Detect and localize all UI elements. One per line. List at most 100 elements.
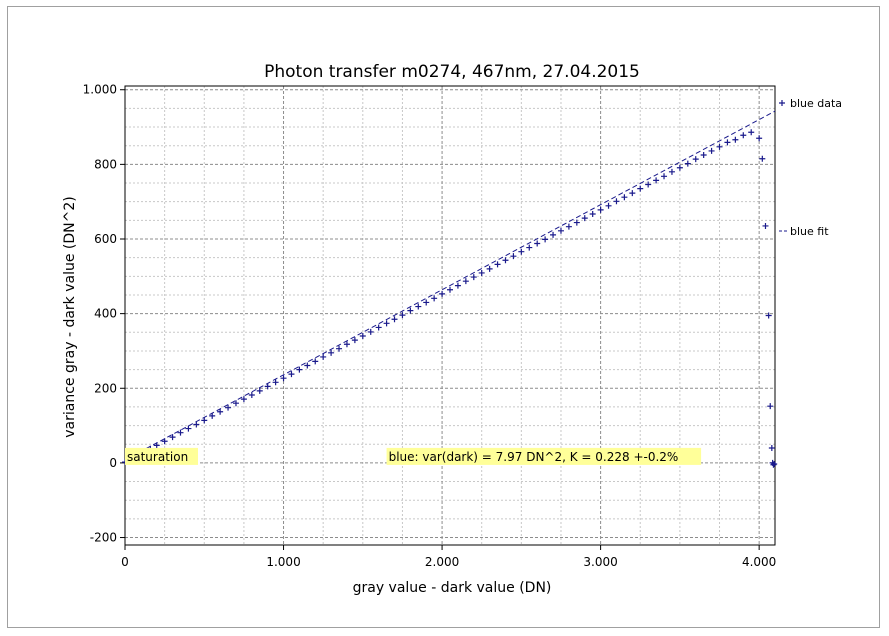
data-point [209, 412, 216, 419]
plot-area-border [124, 85, 776, 546]
data-point [336, 345, 343, 352]
data-point [296, 366, 303, 373]
legend-label: blue fit [790, 225, 829, 238]
data-point [153, 442, 160, 449]
data-point [597, 206, 604, 213]
data-point [415, 303, 422, 310]
data-point [767, 403, 774, 410]
annotation-background [386, 447, 702, 465]
data-point [312, 358, 319, 365]
data-point [320, 353, 327, 360]
data-point [748, 129, 755, 136]
data-point [201, 417, 208, 424]
data-point [328, 349, 335, 356]
data-point [526, 244, 533, 251]
annotation-text: blue: var(dark) = 7.97 DN^2, K = 0.228 +… [389, 450, 679, 464]
y-tick-label: 800 [94, 157, 117, 171]
data-point [565, 223, 572, 230]
data-point [661, 173, 668, 180]
data-point [770, 461, 777, 468]
x-axis-label: gray value - dark value (DN) [353, 580, 552, 596]
data-point [740, 132, 747, 139]
data-point [518, 248, 525, 255]
data-point [573, 219, 580, 226]
data-point [676, 164, 683, 171]
data-point [637, 185, 644, 192]
data-point [454, 282, 461, 289]
x-tick-label: 3.000 [583, 555, 617, 569]
data-point [684, 160, 691, 167]
data-point [343, 341, 350, 348]
data-point [288, 371, 295, 378]
data-point [407, 307, 414, 314]
data-point [478, 269, 485, 276]
data-point [423, 299, 430, 306]
chart-title: Photon transfer m0274, 467nm, 27.04.2015 [264, 62, 640, 82]
data-point [605, 202, 612, 209]
data-point [645, 181, 652, 188]
y-tick-label: 400 [94, 307, 117, 321]
fit-line [124, 110, 776, 461]
y-axis-label: variance gray - dark value (DN^2) [62, 196, 78, 437]
data-point [494, 261, 501, 268]
data-point [391, 316, 398, 323]
chart-frame [7, 6, 880, 628]
data-point [439, 290, 446, 297]
data-point [193, 421, 200, 428]
data-point [470, 274, 477, 281]
data-point [613, 198, 620, 205]
data-point [629, 190, 636, 197]
y-tick-label: 1.000 [83, 83, 117, 97]
data-point [264, 383, 271, 390]
data-point [716, 143, 723, 150]
data-point [217, 408, 224, 415]
annotation: blue: var(dark) = 7.97 DN^2, K = 0.228 +… [386, 447, 702, 465]
data-point [169, 434, 176, 441]
data-point [256, 387, 263, 394]
data-point [621, 194, 628, 201]
data-point [177, 429, 184, 436]
y-tick-label: 600 [94, 232, 117, 246]
annotation-text: saturation [127, 450, 188, 464]
legend-entry-blue-fit: blue fit [779, 225, 829, 238]
data-point [304, 362, 311, 369]
data-point [581, 215, 588, 222]
data-point [240, 396, 247, 403]
data-point [383, 320, 390, 327]
x-tick-label: 0 [121, 555, 129, 569]
data-point [161, 438, 168, 445]
legend-marker-plus [779, 100, 785, 106]
data-point [232, 400, 239, 407]
fit-line-layer [124, 110, 776, 461]
x-tick-label: 2.000 [425, 555, 459, 569]
data-point [375, 324, 382, 331]
y-tick-label: -200 [90, 531, 117, 545]
data-point [542, 236, 549, 243]
data-point [765, 312, 772, 319]
y-tick-label: 0 [109, 456, 117, 470]
data-point [462, 278, 469, 285]
data-point [447, 286, 453, 293]
legend: blue data blue fit [779, 97, 842, 238]
axis-ticks: -200 0 200 400 600 800 1.000 0 1.000 2.000 3.000 4.… [83, 83, 777, 569]
data-point [732, 136, 739, 143]
data-point [756, 135, 763, 142]
y-tick-label: 200 [94, 381, 117, 395]
data-point [759, 155, 766, 162]
data-point [653, 177, 660, 184]
data-point [589, 210, 596, 217]
annotation: saturation [125, 447, 198, 465]
annotation-background [125, 447, 198, 465]
data-point [692, 156, 699, 163]
data-point [557, 227, 564, 234]
data-point [771, 461, 778, 468]
data-point [272, 379, 279, 386]
data-point [510, 253, 517, 260]
data-point [724, 139, 731, 146]
data-point [248, 391, 255, 398]
data-point [486, 265, 493, 272]
data-point [700, 152, 707, 159]
x-tick-label: 1.000 [266, 555, 300, 569]
x-tick-label: 4.000 [742, 555, 776, 569]
